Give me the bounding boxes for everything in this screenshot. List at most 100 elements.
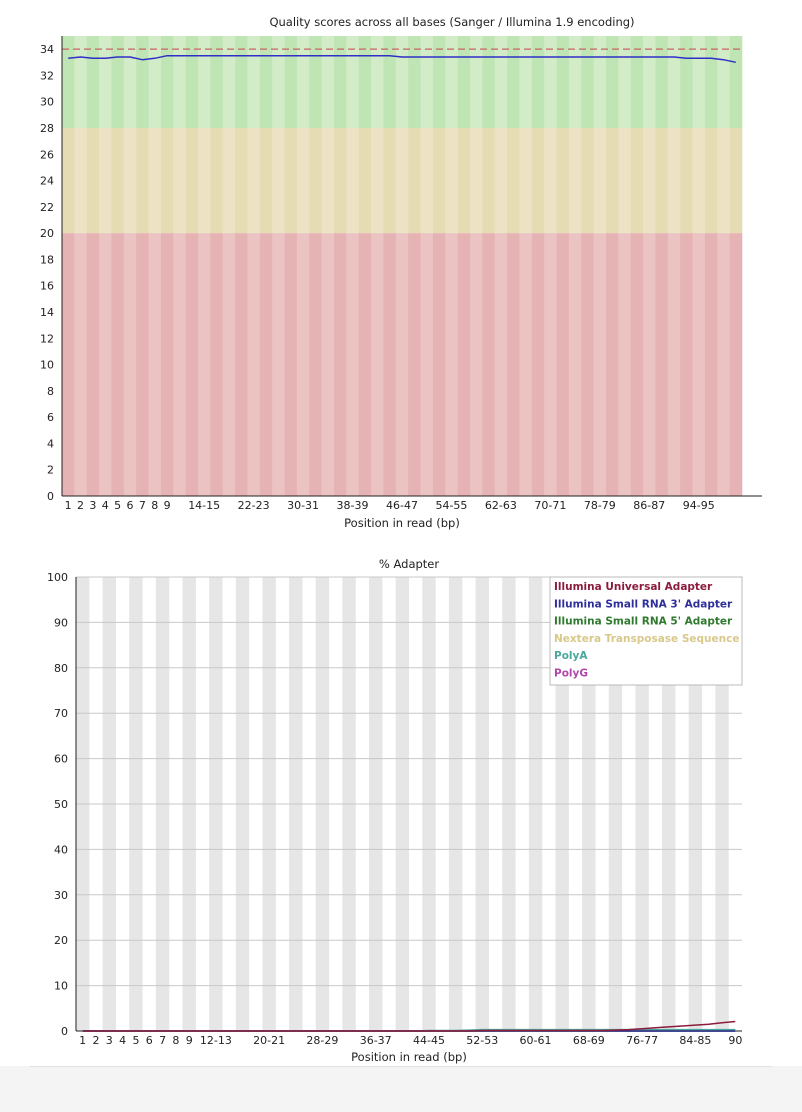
quality-band-stripe <box>494 36 508 128</box>
y-tick-label: 4 <box>47 437 54 450</box>
quality-band-stripe <box>371 36 384 128</box>
quality-band-stripe <box>346 36 360 128</box>
quality-band-stripe <box>272 128 285 234</box>
x-tick-label: 6 <box>127 499 134 512</box>
y-tick-label: 0 <box>61 1025 68 1038</box>
quality-band-stripe <box>470 233 483 496</box>
x-tick-label: 62-63 <box>485 499 517 512</box>
quality-band-stripe <box>259 128 273 234</box>
quality-band-stripe <box>680 128 693 234</box>
quality-band-stripe <box>111 233 125 496</box>
x-tick-label: 46-47 <box>386 499 418 512</box>
quality-band-stripe <box>321 128 335 234</box>
chart-title: % Adapter <box>379 557 439 571</box>
quality-band-stripe <box>507 36 520 128</box>
quality-band-stripe <box>531 233 545 496</box>
quality-band-stripe <box>136 128 149 234</box>
quality-band-stripe <box>210 36 224 128</box>
quality-band-stripe <box>346 233 360 496</box>
quality-band-stripe <box>210 128 224 234</box>
y-tick-label: 80 <box>54 662 68 675</box>
quality-band-stripe <box>371 128 384 234</box>
y-tick-label: 30 <box>40 96 54 109</box>
quality-band-stripe <box>173 36 186 128</box>
quality-band-stripe <box>470 36 483 128</box>
quality-band-stripe <box>729 36 743 128</box>
quality-band-stripe <box>457 128 471 234</box>
quality-band-stripe <box>581 233 594 496</box>
quality-band-stripe <box>62 233 75 496</box>
quality-band-stripe <box>494 233 508 496</box>
quality-band-stripe <box>519 233 533 496</box>
quality-band-stripe <box>531 36 545 128</box>
quality-band-stripe <box>692 36 706 128</box>
x-tick-label: 8 <box>172 1034 179 1047</box>
quality-band-stripe <box>482 36 496 128</box>
quality-band-stripe <box>284 233 298 496</box>
quality-band-stripe <box>74 233 88 496</box>
quality-band-stripe <box>680 36 693 128</box>
quality-band-stripe <box>581 36 594 128</box>
x-tick-label: 76-77 <box>626 1034 658 1047</box>
y-tick-label: 40 <box>54 843 68 856</box>
quality-band-stripe <box>259 36 273 128</box>
quality-band-stripe <box>544 36 557 128</box>
quality-band-stripe <box>667 128 681 234</box>
x-tick-label: 86-87 <box>633 499 665 512</box>
y-tick-label: 32 <box>40 69 54 82</box>
quality-band-stripe <box>309 128 322 234</box>
series-line-0 <box>68 54 736 64</box>
x-tick-label: 7 <box>139 499 146 512</box>
quality-band-stripe <box>445 233 458 496</box>
quality-band-stripe <box>507 233 520 496</box>
legend-entry: PolyA <box>554 650 588 662</box>
x-tick-label: 3 <box>106 1034 113 1047</box>
quality-band-stripe <box>457 36 471 128</box>
quality-band-stripe <box>62 36 75 128</box>
legend-entry: Nextera Transposase Sequence <box>554 633 739 645</box>
quality-band-stripe <box>618 36 632 128</box>
quality-band-stripe <box>581 128 594 234</box>
x-tick-label: 44-45 <box>413 1034 445 1047</box>
quality-band-stripe <box>111 128 125 234</box>
quality-band-stripe <box>420 233 434 496</box>
quality-band-stripe <box>568 36 582 128</box>
y-tick-label: 30 <box>54 889 68 902</box>
quality-band-stripe <box>235 36 248 128</box>
quality-band-stripe <box>86 233 100 496</box>
x-tick-label: 8 <box>151 499 158 512</box>
quality-band-stripe <box>86 128 100 234</box>
legend-box <box>549 576 743 686</box>
quality-band-stripe <box>507 128 520 234</box>
quality-band-stripe <box>630 233 644 496</box>
x-tick-label: 90 <box>728 1034 742 1047</box>
quality-band-stripe <box>606 233 619 496</box>
quality-band-stripe <box>593 36 607 128</box>
quality-band-stripe <box>111 36 125 128</box>
quality-band-stripe <box>160 36 174 128</box>
quality-band-stripe <box>296 128 310 234</box>
quality-band-stripe <box>630 36 644 128</box>
quality-band-stripe <box>247 128 261 234</box>
x-tick-label: 70-71 <box>534 499 566 512</box>
quality-band-stripe <box>358 128 372 234</box>
x-axis-label: Position in read (bp) <box>344 516 460 530</box>
quality-band-stripe <box>432 233 446 496</box>
quality-band-stripe <box>371 233 384 496</box>
quality-band-stripe <box>717 233 730 496</box>
quality-band-stripe <box>321 233 335 496</box>
y-tick-label: 24 <box>40 175 54 188</box>
quality-band-stripe <box>655 36 669 128</box>
x-tick-label: 84-85 <box>679 1034 711 1047</box>
quality-band-stripe <box>630 128 644 234</box>
quality-band-stripe <box>704 128 718 234</box>
quality-band-stripe <box>408 128 421 234</box>
x-tick-label: 4 <box>102 499 109 512</box>
quality-band-stripe <box>334 128 347 234</box>
x-tick-label: 60-61 <box>520 1034 552 1047</box>
quality-band-stripe <box>123 36 137 128</box>
y-tick-label: 28 <box>40 122 54 135</box>
quality-band-stripe <box>618 128 632 234</box>
quality-band-stripe <box>667 233 681 496</box>
quality-band-stripe <box>346 128 360 234</box>
